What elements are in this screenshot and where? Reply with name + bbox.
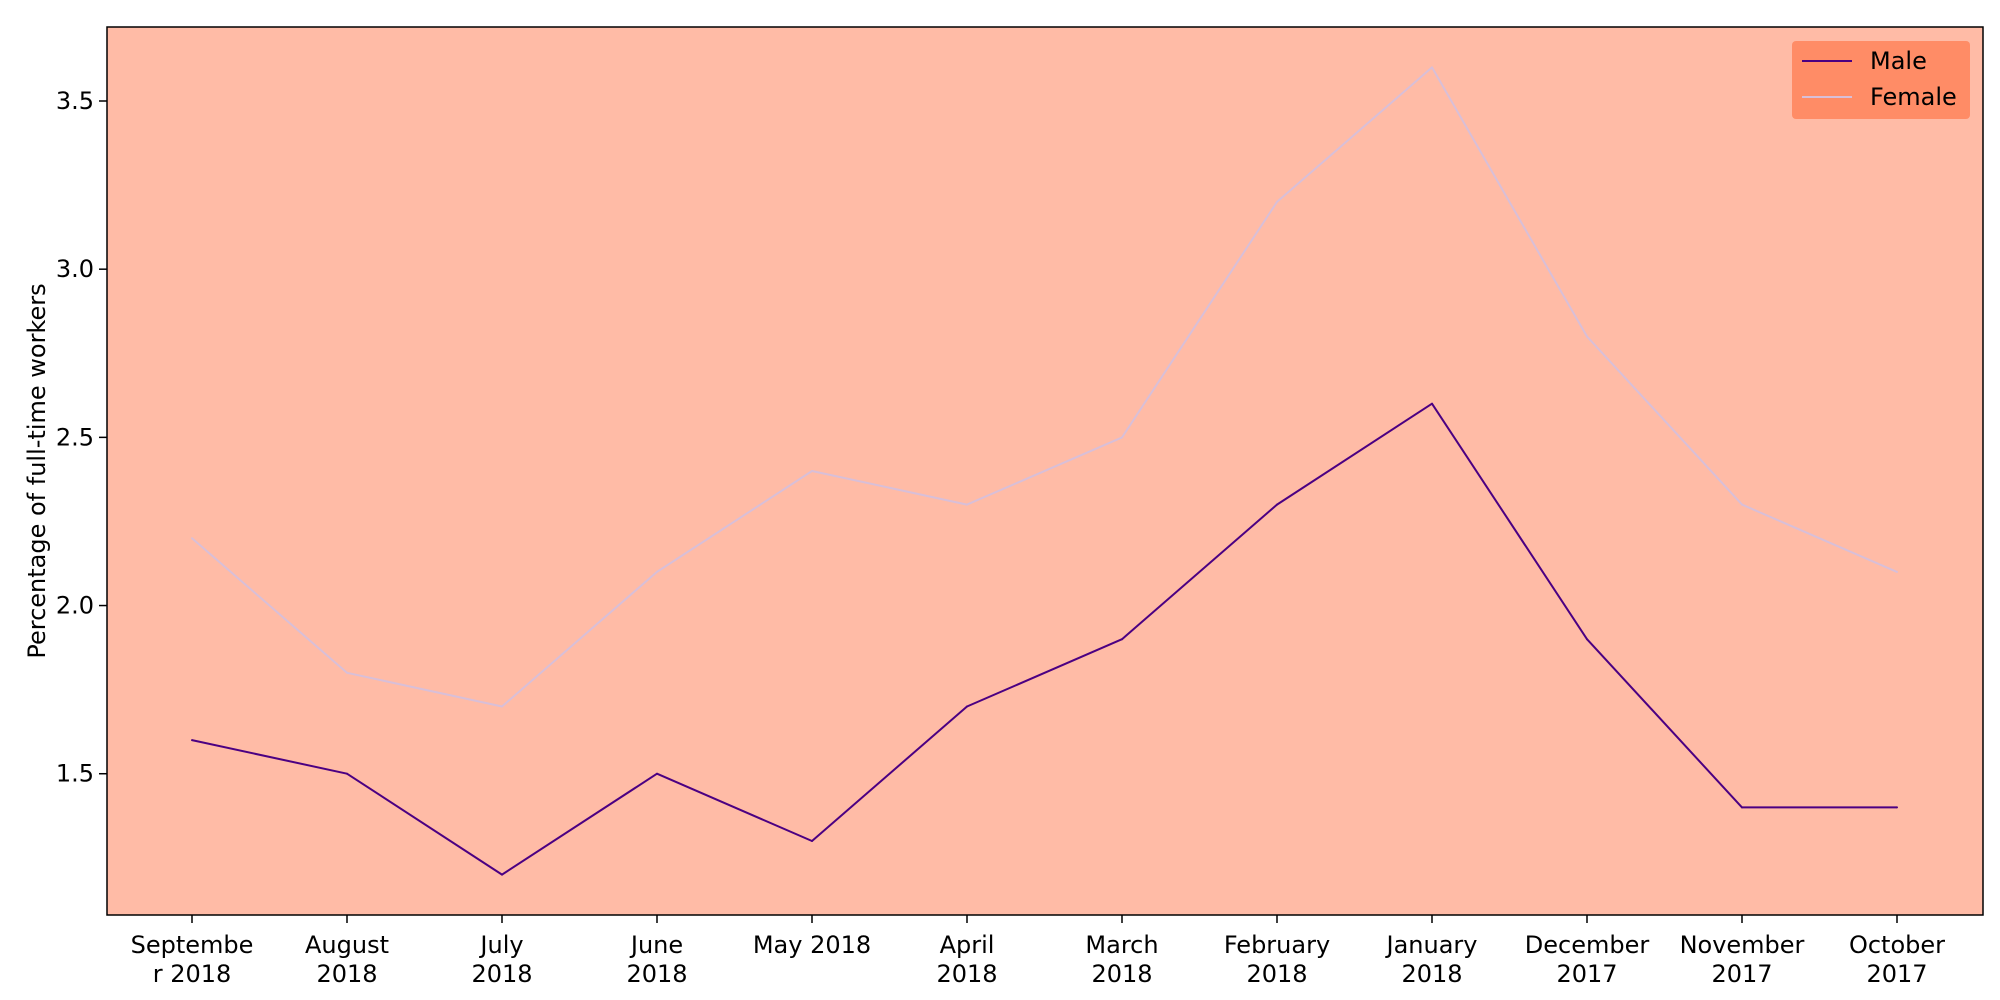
x-tick-label: October 2017 <box>1849 931 1945 988</box>
y-tick-label: 2.5 <box>56 423 94 451</box>
x-tick-label: December 2017 <box>1525 931 1650 988</box>
x-tick-label: August 2018 <box>305 931 389 988</box>
data-point-male <box>1431 402 1433 405</box>
legend-label-male: Male <box>1870 47 1927 75</box>
data-point-female <box>1741 503 1743 506</box>
data-point-female <box>1276 200 1278 203</box>
y-tick-label: 2.0 <box>56 592 94 620</box>
data-point-female <box>501 705 503 708</box>
data-point-male <box>501 873 503 876</box>
x-tick-label: January 2018 <box>1385 931 1478 988</box>
x-tick-label: May 2018 <box>753 931 871 959</box>
data-point-male <box>346 772 348 775</box>
x-axis-ticks: Septembe r 2018 August 2018 July 2018 June 2018… <box>131 915 1945 988</box>
y-tick-label: 3.0 <box>56 255 94 283</box>
data-point-male <box>1741 806 1743 809</box>
series-line-female <box>191 66 1898 708</box>
x-tick-label: July 2018 <box>471 931 532 988</box>
data-point-male <box>656 772 658 775</box>
series-line-male <box>191 402 1897 876</box>
x-tick-label: February 2018 <box>1224 931 1330 988</box>
y-tick-label: 1.5 <box>56 760 94 788</box>
data-point-female <box>811 470 813 472</box>
data-point-male <box>191 739 193 742</box>
data-point-male <box>1586 638 1588 641</box>
legend: Male Female <box>1792 41 1970 119</box>
x-tick-label: Septembe r 2018 <box>131 931 254 988</box>
data-point-male <box>966 705 968 708</box>
data-point-male <box>1276 503 1278 506</box>
x-tick-label: April 2018 <box>936 931 997 988</box>
data-point-female <box>656 570 658 573</box>
x-tick-label: June 2018 <box>626 931 687 988</box>
data-point-male <box>1121 638 1123 641</box>
data-point-female <box>191 537 193 540</box>
data-point-male <box>811 840 813 842</box>
x-tick-label: March 2018 <box>1085 931 1158 988</box>
data-point-female <box>1121 436 1123 439</box>
data-point-female <box>1431 66 1433 69</box>
y-tick-label: 3.5 <box>56 87 94 115</box>
data-point-female <box>346 671 348 674</box>
series-lines <box>191 66 1898 876</box>
data-point-female <box>1586 335 1588 338</box>
data-point-female <box>966 503 968 506</box>
legend-label-female: Female <box>1870 83 1957 111</box>
x-tick-label: November 2017 <box>1680 931 1805 988</box>
y-axis-ticks: 1.5 2.0 2.5 3.0 3.5 <box>56 87 107 788</box>
data-point-female <box>1896 570 1898 573</box>
y-axis-title: Percentage of full-time workers <box>23 283 51 658</box>
data-point-male <box>1896 806 1898 809</box>
